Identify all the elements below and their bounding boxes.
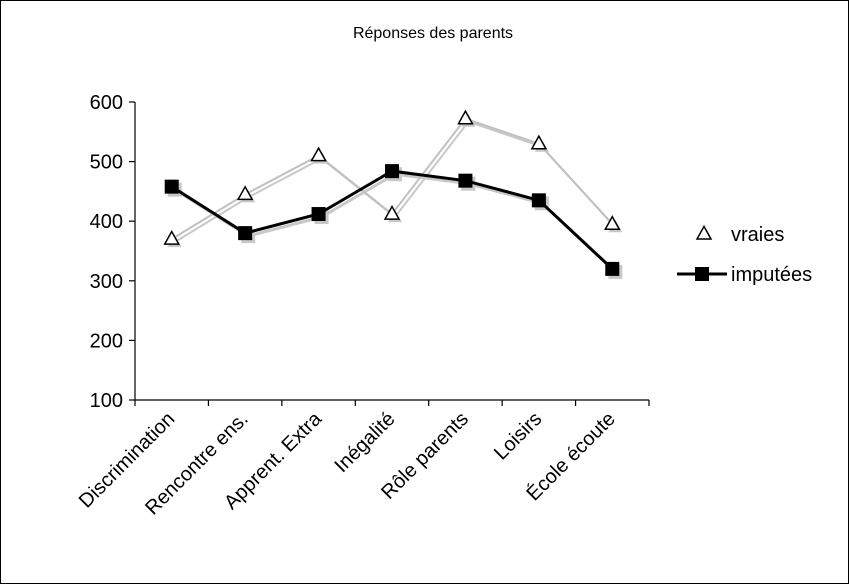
- tick-labels: 100200300400500600DiscriminationRencontr…: [75, 92, 620, 519]
- point-imputees-apprent-extra: [311, 207, 326, 222]
- point-imputees-inegalite: [385, 164, 399, 179]
- chart-title: Réponses des parents: [353, 25, 513, 42]
- point-vraies-apprent-extra: [310, 146, 327, 162]
- point-vraies-ecole-ecoute: [604, 215, 621, 230]
- point-imputees-loisirs: [531, 193, 546, 208]
- legend-item-vraies: vraies: [695, 224, 784, 246]
- point-vraies-inegalite: [383, 204, 401, 220]
- plot-shadows: [167, 114, 623, 279]
- y-tick-label-500: 500: [90, 152, 123, 174]
- legend-marker-imputees-square: [695, 267, 709, 281]
- series-vraies-line-shadow: [174, 120, 617, 243]
- point-imputees-discrimination: [164, 179, 179, 194]
- legend-marker-vraies-triangle: [695, 224, 713, 240]
- point-vraies-loisirs: [530, 134, 548, 150]
- axes: [129, 101, 650, 406]
- legend-label-vraies: vraies: [731, 224, 784, 246]
- series-layer: [163, 109, 621, 276]
- y-tick-label-300: 300: [90, 271, 123, 293]
- point-vraies-discrimination: [163, 229, 180, 245]
- y-tick-label-100: 100: [90, 390, 123, 412]
- legend-label-imputees: imputées: [731, 264, 812, 286]
- y-tick-label-400: 400: [90, 211, 123, 233]
- x-tick-label-inegalite: Inégalité: [331, 408, 400, 477]
- y-tick-label-600: 600: [90, 92, 123, 114]
- x-tick-label-loisirs: Loisirs: [490, 408, 546, 464]
- legend: vraies imputées: [677, 224, 812, 286]
- point-imputees-ecole-ecoute: [605, 261, 620, 276]
- point-imputees-rencontre-ens: [238, 226, 253, 241]
- point-imputees-role-parents: [458, 173, 473, 188]
- point-vraies-rencontre-ens: [236, 185, 254, 201]
- legend-item-imputees: imputées: [677, 264, 812, 286]
- series-imputees-line-shadow: [173, 172, 617, 273]
- y-tick-label-200: 200: [90, 330, 123, 352]
- point-vraies-role-parents: [457, 109, 474, 125]
